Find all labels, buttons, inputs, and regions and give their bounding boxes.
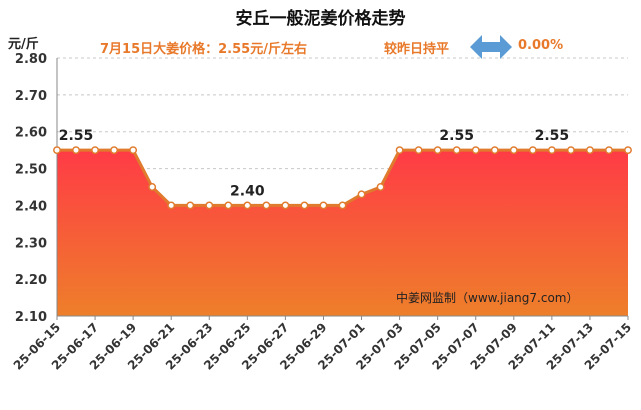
y-tick-label: 2.70 [15,89,47,104]
data-point [490,146,499,155]
data-point [395,146,404,155]
data-point [585,146,594,155]
data-point [281,201,290,210]
data-point [471,146,480,155]
data-label: 2.40 [230,183,265,199]
y-tick-label: 2.60 [15,126,47,141]
data-point [148,183,157,191]
data-label: 2.55 [59,128,94,144]
y-tick-label: 2.30 [15,236,47,251]
data-point [224,201,233,210]
change-value: 0.00% [518,38,564,53]
data-point [414,146,423,155]
data-point [300,201,309,210]
data-point [338,201,347,210]
flat-change-arrow-icon [470,33,512,65]
data-label: 2.55 [535,128,570,144]
data-point [605,146,613,155]
data-point [53,146,61,155]
data-point [433,146,442,155]
data-point [509,146,518,155]
y-axis-unit-label: 元/斤 [8,37,39,52]
data-point [452,146,461,155]
data-point [528,146,537,155]
y-tick-label: 2.40 [15,199,47,214]
data-point [547,146,556,155]
data-point [262,201,271,210]
y-tick-label: 2.50 [15,163,47,178]
price-subtitle: 7月15日大姜价格：2.55元/斤左右 [100,42,307,57]
y-tick-label: 2.80 [15,52,47,67]
data-label: 2.55 [439,128,474,144]
chart-title: 安丘一般泥姜价格走势 [235,9,406,29]
data-point [186,201,195,210]
price-area-fill [57,150,628,316]
y-tick-label: 2.20 [15,273,47,288]
data-point [110,146,119,155]
data-point [566,146,575,155]
change-subtitle: 较昨日持平 [384,42,450,57]
data-point [167,201,176,210]
data-point [243,201,252,210]
data-point [72,146,80,155]
data-point [624,146,632,155]
data-point [376,183,385,191]
y-tick-label: 2.10 [15,310,47,325]
watermark: 中姜网监制（www.jiang7.com） [396,291,579,305]
data-point [205,201,214,210]
data-point [91,146,100,155]
data-point [357,190,366,199]
data-point [129,146,138,155]
data-point [319,201,328,210]
